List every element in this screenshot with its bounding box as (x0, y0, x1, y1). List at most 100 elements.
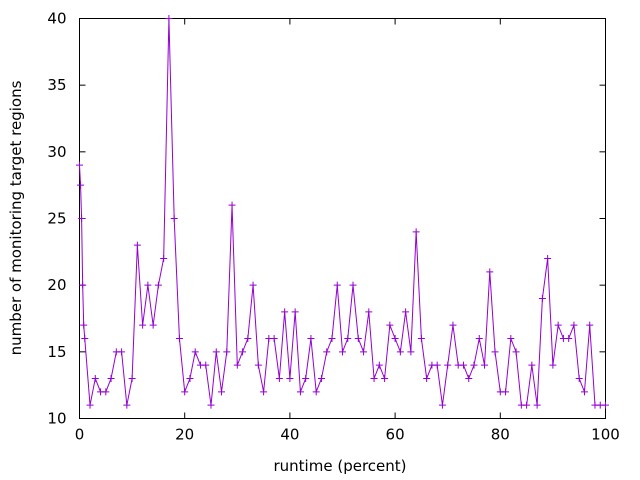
data-point (281, 308, 289, 316)
data-point (244, 335, 252, 342)
data-point (344, 335, 352, 342)
data-point (486, 268, 494, 276)
data-point (296, 388, 304, 396)
x-tick-label: 20 (175, 426, 194, 444)
data-point (523, 401, 531, 409)
data-point (433, 361, 441, 369)
data-point (77, 181, 85, 189)
x-axis-label: runtime (percent) (274, 457, 407, 475)
y-tick-label: 20 (47, 276, 66, 294)
data-point (580, 388, 588, 396)
data-point (423, 375, 431, 382)
data-point (123, 401, 131, 409)
data-point (275, 375, 283, 382)
data-point (175, 335, 183, 342)
axis-ticks (79, 18, 606, 419)
data-point (86, 401, 94, 409)
x-tick-label: 80 (491, 426, 510, 444)
data-point (375, 361, 383, 369)
data-point (144, 281, 152, 289)
data-point (191, 348, 199, 356)
x-tick-label: 100 (591, 426, 620, 444)
data-point (565, 335, 573, 342)
data-point (170, 215, 178, 222)
y-tick-label: 40 (47, 10, 66, 28)
data-point (128, 375, 136, 382)
y-tick-label: 15 (47, 343, 66, 361)
data-point (307, 335, 315, 342)
data-point (465, 375, 473, 382)
data-point (470, 361, 478, 369)
data-point (207, 401, 215, 409)
data-point (218, 388, 226, 396)
data-point (80, 321, 88, 329)
x-tick-label: 60 (386, 426, 405, 444)
axis-tick-labels: 0 20 40 60 80 100 10 15 20 25 30 35 40 (47, 10, 619, 444)
data-point (412, 228, 420, 236)
x-tick-label: 40 (280, 426, 299, 444)
data-point (444, 361, 452, 369)
data-point (160, 255, 168, 262)
data-point (118, 348, 126, 356)
data-point (323, 348, 331, 356)
y-tick-label: 30 (47, 143, 66, 161)
data-point (570, 321, 578, 329)
data-point (139, 321, 147, 329)
data-point (228, 201, 236, 209)
data-point (149, 321, 157, 329)
data-point (533, 401, 541, 409)
data-point (239, 348, 247, 356)
data-point (438, 401, 446, 409)
data-point (339, 348, 346, 356)
data-point (223, 348, 231, 356)
y-axis-label: number of monitoring target regions (7, 80, 25, 355)
data-point (107, 375, 115, 382)
data-point (254, 361, 262, 369)
data-point (81, 335, 89, 342)
data-point (554, 321, 562, 329)
data-point (260, 388, 268, 396)
data-point (381, 375, 389, 382)
data-point (165, 15, 173, 22)
data-point (602, 401, 609, 409)
data-point (102, 388, 110, 396)
series-markers (76, 15, 609, 409)
data-point (512, 348, 520, 356)
data-point (386, 321, 394, 329)
y-tick-label: 25 (47, 210, 66, 228)
data-point (449, 321, 457, 329)
data-point (249, 281, 257, 289)
data-point (407, 348, 415, 356)
data-point (312, 388, 320, 396)
data-point (491, 348, 499, 356)
data-point (333, 281, 341, 289)
y-tick-label: 35 (47, 76, 66, 94)
data-point (79, 281, 87, 289)
data-point (91, 375, 99, 382)
data-point (212, 348, 220, 356)
x-tick-label: 0 (75, 426, 85, 444)
data-point (186, 375, 194, 382)
data-point (270, 335, 278, 342)
data-point (417, 335, 425, 342)
data-point (528, 361, 536, 369)
data-point (133, 241, 141, 249)
y-tick-label: 10 (47, 410, 66, 428)
data-point (396, 348, 404, 356)
data-point (575, 375, 583, 382)
data-point (538, 295, 546, 302)
data-point (365, 308, 373, 316)
data-point (459, 361, 467, 369)
plot-frame (79, 18, 606, 419)
data-point (370, 375, 378, 382)
data-point (354, 335, 362, 342)
data-point (328, 335, 336, 342)
data-point (202, 361, 210, 369)
data-point (181, 388, 189, 396)
data-point (549, 361, 557, 369)
data-point (317, 375, 325, 382)
data-point (349, 281, 357, 289)
data-point (507, 335, 515, 342)
data-point (233, 361, 241, 369)
